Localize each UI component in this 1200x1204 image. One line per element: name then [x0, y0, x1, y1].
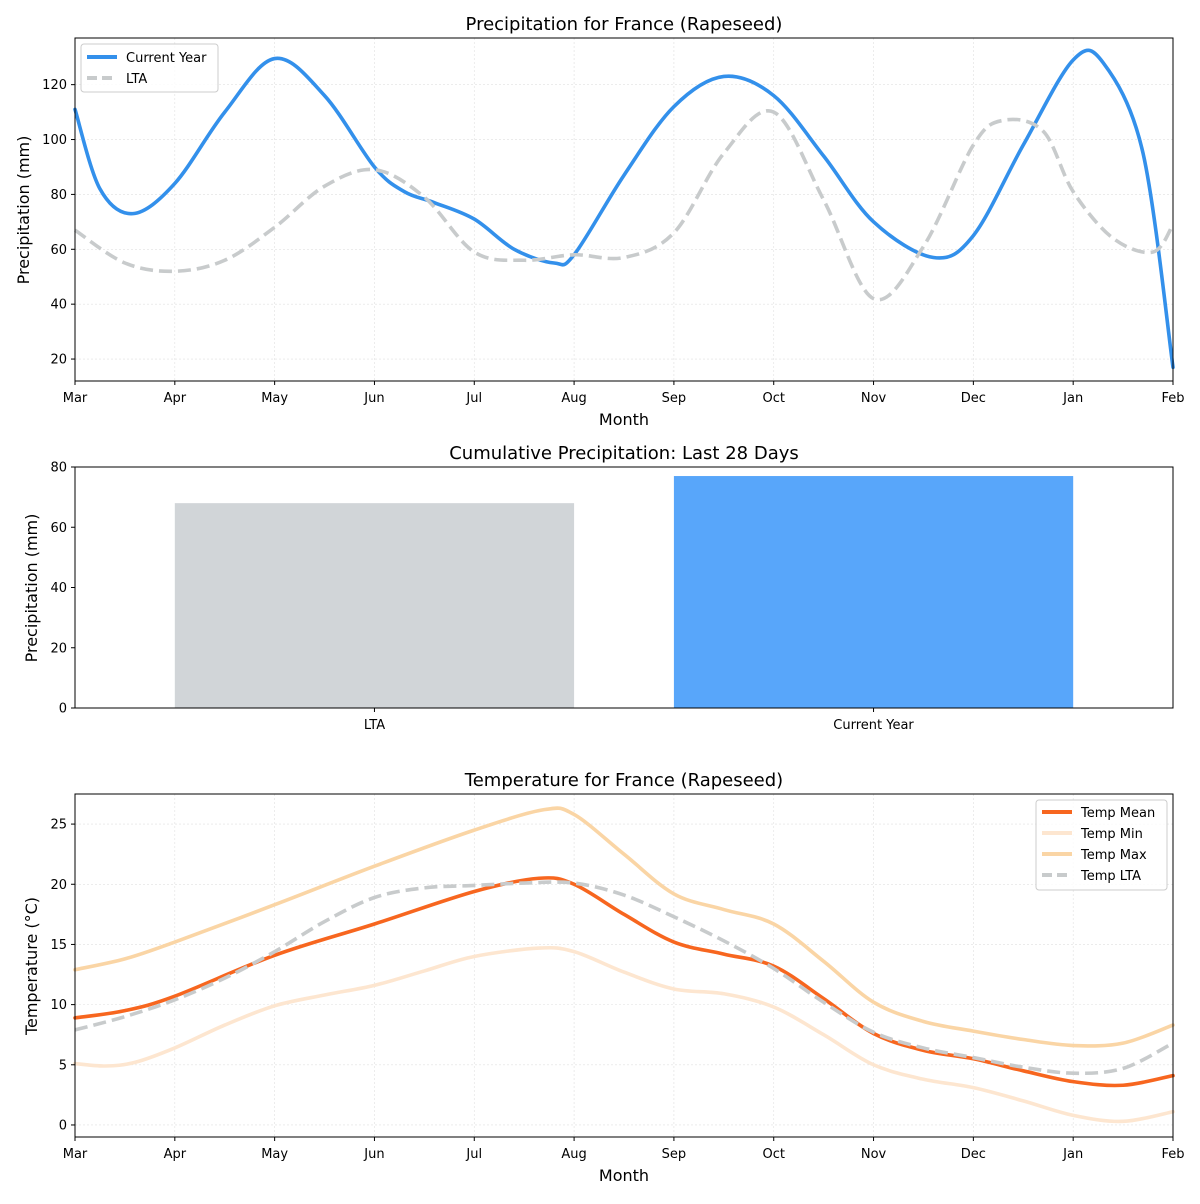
y-tick-label: 15	[50, 938, 67, 953]
x-tick-label: Current Year	[833, 718, 914, 733]
x-tick-label: Sep	[662, 391, 687, 406]
x-tick-label: Oct	[762, 1147, 784, 1162]
y-tick-label: 100	[42, 133, 67, 148]
x-tick-label: Dec	[961, 391, 986, 406]
x-tick-label: Nov	[861, 1147, 887, 1162]
legend-label-temp-mean: Temp Mean	[1080, 806, 1155, 821]
y-tick-label: 60	[50, 521, 67, 536]
series-line-current-year	[73, 48, 1175, 370]
y-axis-label: Precipitation (mm)	[14, 136, 33, 285]
y-tick-label: 10	[50, 998, 67, 1013]
legend: Current Year LTA	[80, 43, 219, 93]
x-tick-label: Apr	[164, 1147, 187, 1162]
x-axis-label: Month	[599, 1166, 649, 1185]
y-tick-label: 20	[50, 353, 67, 368]
y-tick-label: 80	[50, 461, 67, 476]
series-line-temp-mean	[73, 876, 1175, 1088]
y-tick-label: 25	[50, 818, 67, 833]
x-tick-label: May	[261, 1147, 288, 1162]
bar-lta	[174, 503, 575, 708]
y-tick-label: 40	[50, 581, 67, 596]
x-tick-label: Oct	[762, 391, 784, 406]
series-line-temp-lta	[74, 880, 1174, 1076]
x-tick-label: Mar	[63, 391, 88, 406]
temperature-line-chart: Mar Apr May Jun Jul Aug Sep Oct Nov Dec Jan Feb 0 5 1…	[22, 770, 1185, 1185]
plot-frame	[74, 793, 1174, 1138]
x-tick-label: Aug	[561, 1147, 586, 1162]
cumulative-precipitation-bar-chart: LTA Current Year 0 20 40 60 80 Cumulative Pre…	[22, 443, 1174, 733]
y-tick-label: 60	[50, 243, 67, 258]
y-tick-label: 80	[50, 188, 67, 203]
x-tick-label: Jan	[1062, 1147, 1083, 1162]
x-axis-label: Month	[599, 410, 649, 429]
y-tick-label: 40	[50, 298, 67, 313]
legend: Temp Mean Temp Min Temp Max Temp LTA	[1035, 799, 1168, 891]
legend-label-current-year: Current Year	[126, 51, 207, 66]
series-line-temp-max	[73, 806, 1175, 1048]
x-tick-label: Jun	[363, 1147, 384, 1162]
x-tick-label: May	[261, 391, 288, 406]
y-tick-label: 20	[50, 878, 67, 893]
y-tick-label: 20	[50, 641, 67, 656]
series-line-temp-min	[73, 945, 1175, 1124]
x-tick-label: Feb	[1161, 1147, 1184, 1162]
y-axis-label: Precipitation (mm)	[22, 514, 41, 663]
bar-current-year	[673, 476, 1074, 708]
x-tick-label: Apr	[164, 391, 187, 406]
x-tick-label: Feb	[1161, 391, 1184, 406]
legend-label-temp-lta: Temp LTA	[1080, 869, 1141, 884]
y-tick-label: 0	[59, 702, 67, 717]
legend-label-lta: LTA	[126, 72, 147, 87]
x-tick-label: Jan	[1062, 391, 1083, 406]
x-tick-label: Nov	[861, 391, 887, 406]
x-tick-label: Jul	[465, 391, 482, 406]
legend-label-temp-max: Temp Max	[1080, 848, 1147, 863]
x-tick-label: Dec	[961, 1147, 986, 1162]
x-tick-label: LTA	[364, 718, 385, 733]
legend-label-temp-min: Temp Min	[1080, 827, 1143, 842]
chart-title: Cumulative Precipitation: Last 28 Days	[449, 443, 799, 464]
y-tick-label: 0	[59, 1118, 67, 1133]
plot-frame	[74, 37, 1174, 382]
x-tick-label: Mar	[63, 1147, 88, 1162]
y-tick-label: 120	[42, 78, 67, 93]
x-tick-label: Aug	[561, 391, 586, 406]
chart-title: Temperature for France (Rapeseed)	[464, 770, 783, 791]
y-axis-label: Temperature (°C)	[22, 897, 41, 1036]
x-tick-label: Sep	[662, 1147, 687, 1162]
x-tick-label: Jun	[363, 391, 384, 406]
precipitation-line-chart: Mar Apr May Jun Jul Aug Sep Oct Nov Dec Jan Feb 20 4…	[14, 14, 1185, 429]
y-tick-label: 5	[59, 1058, 67, 1073]
legend-box	[1035, 799, 1168, 891]
x-tick-label: Jul	[465, 1147, 482, 1162]
series-line-lta	[73, 109, 1175, 302]
chart-title: Precipitation for France (Rapeseed)	[466, 14, 783, 35]
